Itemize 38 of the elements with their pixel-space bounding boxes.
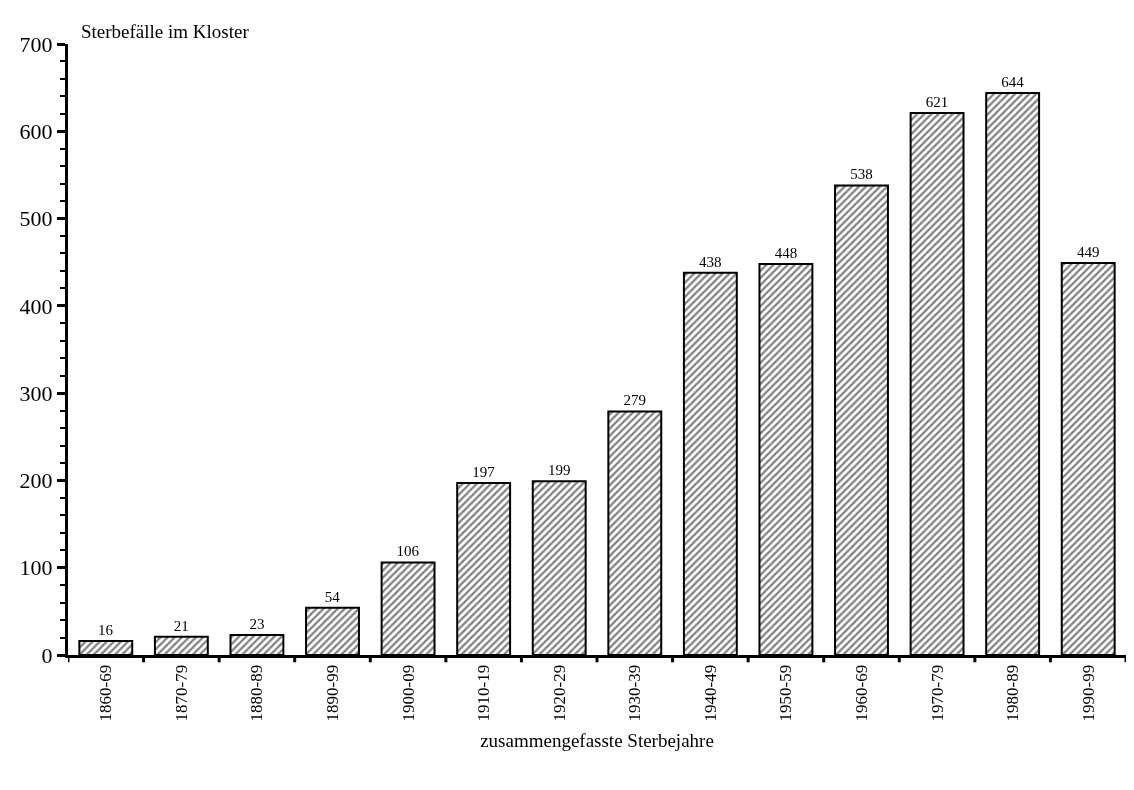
- data-label: 199: [547, 462, 571, 479]
- data-label: 621: [925, 93, 949, 110]
- x-tick-label: 1960-69: [852, 664, 872, 722]
- data-label: 448: [774, 244, 798, 261]
- x-tick-label: 1910-19: [474, 664, 494, 722]
- y-tick-label: 300: [19, 380, 53, 406]
- y-tick-label: 500: [19, 206, 53, 232]
- data-label: 644: [1001, 73, 1025, 90]
- x-tick-label: 1900-09: [398, 664, 418, 722]
- y-tick-label: 200: [19, 468, 53, 494]
- x-tick-label: 1950-59: [776, 664, 796, 722]
- y-tick-label: 700: [19, 31, 53, 57]
- y-tick-label: 0: [41, 642, 53, 668]
- x-tick-label: 1860-69: [96, 664, 116, 722]
- x-tick-label: 1970-79: [927, 664, 947, 722]
- y-tick-label: 400: [19, 293, 53, 319]
- x-tick-label: 1940-49: [700, 664, 720, 722]
- x-tick-label: 1920-29: [549, 664, 569, 722]
- data-label: 106: [396, 543, 420, 560]
- x-tick-label: 1980-89: [1003, 664, 1023, 722]
- x-tick-label: 1930-39: [625, 664, 645, 722]
- x-tick-label: 1870-79: [171, 664, 191, 722]
- data-label: 438: [699, 253, 722, 270]
- data-label: 21: [173, 617, 189, 634]
- data-label: 197: [472, 464, 496, 481]
- data-label: 23: [249, 615, 265, 632]
- data-label: 16: [98, 622, 114, 639]
- y-axis-title: Sterbefälle im Kloster: [81, 21, 250, 42]
- data-label: 54: [324, 588, 341, 605]
- x-tick-label: 1890-99: [323, 664, 343, 722]
- y-tick-label: 100: [19, 555, 53, 581]
- data-label: 279: [623, 392, 647, 409]
- x-axis-title: zusammengefasste Sterbejahre: [480, 730, 714, 752]
- x-tick-label: 1880-89: [247, 664, 267, 722]
- data-label: 449: [1076, 244, 1100, 261]
- y-tick-label: 600: [19, 118, 53, 144]
- data-label: 538: [850, 166, 873, 183]
- x-tick-label: 1990-99: [1078, 664, 1098, 722]
